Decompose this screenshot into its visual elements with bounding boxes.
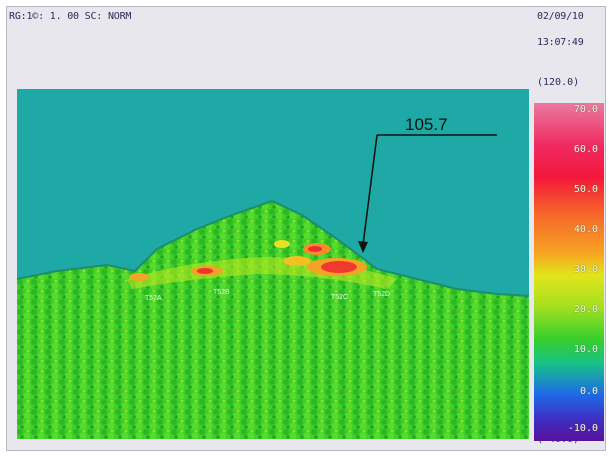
callout-arrow xyxy=(358,134,497,253)
mode-readout: RG:1©: 1. 00 SC: NORM xyxy=(9,11,132,22)
scale-tick: 10.0 xyxy=(573,344,598,355)
scale-tick: 70.0 xyxy=(573,104,598,115)
hotspot-cluster xyxy=(129,240,367,281)
point-label: T52B xyxy=(213,289,230,296)
date-readout: 02/09/10 xyxy=(537,11,584,22)
thermal-image: T52A T52B T52C T52D xyxy=(17,89,529,439)
point-label: T52D xyxy=(373,291,391,298)
scale-tick: 0.0 xyxy=(579,386,598,397)
temperature-color-scale: 70.0 60.0 50.0 40.0 30.0 20.0 10.0 0.0 -… xyxy=(534,103,604,441)
hotspot-temperature-callout: 105.7 xyxy=(405,115,448,134)
scale-max-range: (120.0) xyxy=(537,77,580,88)
scale-tick: 30.0 xyxy=(573,264,598,275)
color-gradient-bar xyxy=(534,103,604,441)
time-readout: 13:07:49 xyxy=(537,37,584,48)
scale-tick: 20.0 xyxy=(573,304,598,315)
thermal-viewer-window: RG:1©: 1. 00 SC: NORM 02/09/10 13:07:49 … xyxy=(6,6,606,451)
point-label: T52C xyxy=(331,294,349,301)
scale-tick: 40.0 xyxy=(573,224,598,235)
scale-tick: -10.0 xyxy=(567,423,598,434)
scale-tick: 50.0 xyxy=(573,184,598,195)
scale-tick: 60.0 xyxy=(573,144,598,155)
hillside xyxy=(17,201,529,439)
point-label: T52A xyxy=(145,295,162,302)
